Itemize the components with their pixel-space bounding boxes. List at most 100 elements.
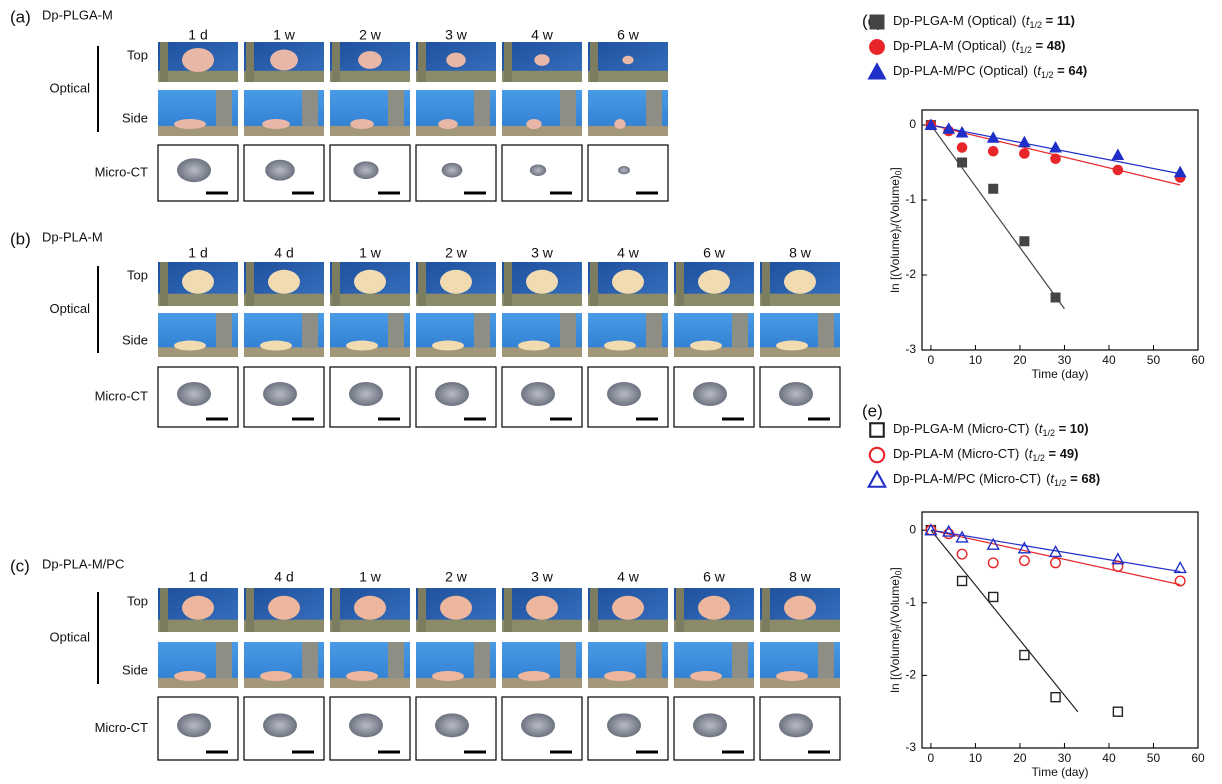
ruler xyxy=(646,90,662,126)
micro-ct-sample xyxy=(442,163,463,178)
marker-triangle xyxy=(1175,167,1186,177)
row-label: Side xyxy=(122,332,148,347)
ruler xyxy=(330,620,410,632)
marker-square xyxy=(1020,237,1029,246)
ruler xyxy=(502,620,582,632)
ruler xyxy=(388,313,404,347)
x-tick-label: 30 xyxy=(1058,751,1072,765)
legend-half-life: = 11) xyxy=(1042,13,1075,28)
y-axis-label-part: ln [(Volume) xyxy=(888,229,902,293)
time-header: 4 w xyxy=(617,245,640,261)
panel-letter: (a) xyxy=(10,7,31,26)
ruler xyxy=(560,90,576,126)
ruler xyxy=(560,313,576,347)
x-tick-label: 20 xyxy=(1013,353,1027,367)
ruler xyxy=(216,313,232,347)
row-label: Micro-CT xyxy=(95,388,148,403)
sample xyxy=(690,341,722,351)
marker-triangle xyxy=(988,132,999,142)
legend-half-life: 1/2 xyxy=(1054,478,1067,488)
micro-ct-sample xyxy=(435,713,469,737)
ruler xyxy=(502,71,582,82)
micro-ct-sample xyxy=(177,158,211,182)
ruler xyxy=(416,71,496,82)
panel-letter: (c) xyxy=(10,556,30,575)
micro-ct-sample xyxy=(263,382,297,406)
sample xyxy=(438,119,458,129)
legend-half-life: = 68) xyxy=(1067,471,1101,486)
sample xyxy=(350,119,374,129)
time-header: 3 w xyxy=(531,569,554,585)
time-header: 1 w xyxy=(359,569,382,585)
sample xyxy=(446,53,466,68)
legend-marker xyxy=(870,423,884,437)
ruler xyxy=(474,313,490,347)
ruler xyxy=(590,588,598,632)
row-label: Optical xyxy=(50,80,91,95)
legend-name: Dp-PLA-M/PC (Optical) xyxy=(893,63,1028,78)
x-tick-label: 30 xyxy=(1058,353,1072,367)
time-header: 3 w xyxy=(445,27,468,43)
x-axis-label: Time (day) xyxy=(1032,367,1089,381)
ruler xyxy=(474,90,490,126)
y-tick-label: -2 xyxy=(905,668,916,682)
panel-name: Dp-PLGA-M xyxy=(42,7,113,22)
y-axis-label: ln [(Volume)t/(Volume)0] xyxy=(888,567,903,692)
panel-name: Dp-PLA-M/PC xyxy=(42,556,124,571)
ruler xyxy=(818,642,834,678)
time-header: 3 w xyxy=(531,245,554,261)
ruler xyxy=(588,620,668,632)
time-header: 4 w xyxy=(617,569,640,585)
ruler xyxy=(732,642,748,678)
ruler xyxy=(416,126,496,136)
time-header: 8 w xyxy=(789,569,812,585)
ruler xyxy=(760,620,840,632)
sample xyxy=(260,341,292,351)
marker-circle xyxy=(1020,149,1030,159)
marker-square xyxy=(989,592,998,601)
legend-half-life: 1/2 xyxy=(1041,70,1054,80)
y-tick-label: 0 xyxy=(909,522,916,536)
legend-name: Dp-PLGA-M (Micro-CT) xyxy=(893,421,1030,436)
plot-frame xyxy=(922,512,1198,748)
time-header: 1 w xyxy=(359,245,382,261)
time-header: 6 w xyxy=(703,569,726,585)
sample xyxy=(604,341,636,351)
x-axis-label: Time (day) xyxy=(1032,765,1089,779)
ruler xyxy=(246,42,254,82)
time-header: 4 w xyxy=(531,27,554,43)
x-tick-label: 20 xyxy=(1013,751,1027,765)
micro-ct-sample xyxy=(530,164,546,176)
sample xyxy=(174,671,206,681)
ruler xyxy=(588,294,668,306)
time-header: 6 w xyxy=(617,27,640,43)
micro-ct-sample xyxy=(177,382,211,406)
sample xyxy=(182,48,214,72)
ruler xyxy=(302,642,318,678)
ruler xyxy=(244,620,324,632)
sample xyxy=(432,341,464,351)
y-axis-label-part: /(Volume) xyxy=(888,575,902,626)
ruler xyxy=(332,42,340,82)
sample xyxy=(182,270,214,294)
legend-entry: Dp-PLGA-M (Micro-CT)(t1/2 = 10) xyxy=(893,421,1089,438)
ruler xyxy=(216,642,232,678)
x-tick-label: 50 xyxy=(1147,751,1161,765)
x-tick-label: 40 xyxy=(1102,353,1116,367)
legend-half-life: = 48) xyxy=(1032,38,1066,53)
sample xyxy=(776,671,808,681)
micro-ct-sample xyxy=(349,382,383,406)
row-label: Micro-CT xyxy=(95,164,148,179)
legend-entry: Dp-PLA-M (Micro-CT)(t1/2 = 49) xyxy=(893,446,1078,463)
ruler xyxy=(332,588,340,632)
micro-ct-sample xyxy=(779,713,813,737)
x-tick-label: 50 xyxy=(1147,353,1161,367)
y-axis-label: ln [(Volume)t/(Volume)0] xyxy=(888,167,903,292)
sample xyxy=(432,671,464,681)
sample xyxy=(174,341,206,351)
marker-circle xyxy=(957,143,967,153)
marker-circle xyxy=(1051,558,1061,568)
micro-ct-sample xyxy=(265,160,295,181)
sample xyxy=(440,270,472,294)
sample xyxy=(612,596,644,620)
